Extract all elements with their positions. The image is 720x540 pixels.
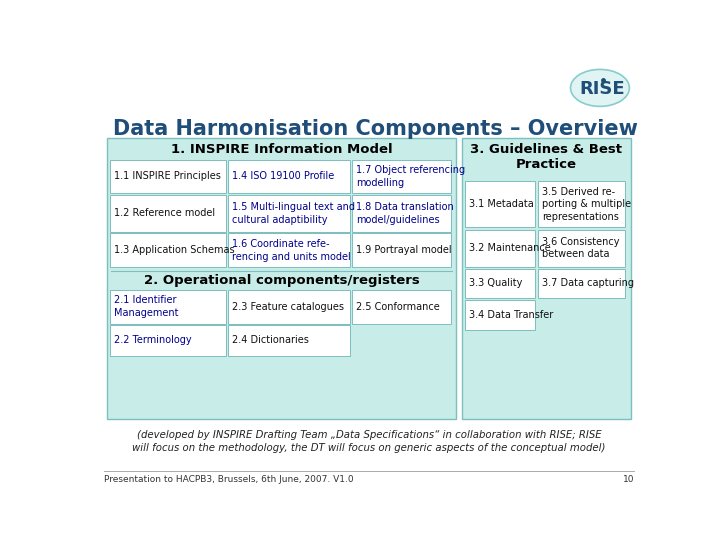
Bar [110, 289, 226, 323]
Text: (developed by INSPIRE Drafting Team „Data Specifications“ in collaboration with : (developed by INSPIRE Drafting Team „Dat… [132, 430, 606, 453]
Bar [465, 269, 535, 298]
Bar [465, 300, 535, 330]
Text: 2.5 Conformance: 2.5 Conformance [356, 301, 440, 312]
Text: 1.5 Multi-lingual text and
cultural adaptibility: 1.5 Multi-lingual text and cultural adap… [232, 202, 355, 225]
Bar [538, 230, 625, 267]
Bar [110, 159, 226, 193]
Text: 1.4 ISO 19100 Profile: 1.4 ISO 19100 Profile [232, 172, 334, 181]
Bar [228, 325, 351, 356]
Bar [352, 195, 451, 232]
Text: 1.1 INSPIRE Principles: 1.1 INSPIRE Principles [114, 172, 221, 181]
Text: 1.3 Application Schemas: 1.3 Application Schemas [114, 245, 235, 255]
Text: 1.6 Coordinate refe-
rencing and units model: 1.6 Coordinate refe- rencing and units m… [232, 239, 351, 261]
Bar [228, 289, 351, 323]
Text: 3.7 Data capturing: 3.7 Data capturing [542, 279, 634, 288]
Text: 3. Guidelines & Best
Practice: 3. Guidelines & Best Practice [470, 143, 623, 171]
Text: 1.2 Reference model: 1.2 Reference model [114, 208, 215, 218]
Bar [465, 181, 535, 227]
Bar [228, 233, 351, 267]
Bar [538, 181, 625, 227]
Text: 2. Operational components/registers: 2. Operational components/registers [143, 274, 419, 287]
Text: RISE: RISE [580, 80, 625, 98]
Text: 1.9 Portrayal model: 1.9 Portrayal model [356, 245, 451, 255]
Bar [107, 138, 456, 419]
Bar [462, 138, 631, 419]
Bar [352, 289, 451, 323]
Bar [110, 195, 226, 232]
Text: 2.3 Feature catalogues: 2.3 Feature catalogues [232, 301, 344, 312]
Text: 3.5 Derived re-
porting & multiple
representations: 3.5 Derived re- porting & multiple repre… [542, 187, 631, 221]
Text: 10: 10 [623, 475, 634, 484]
Text: Data Harmonisation Components – Overview: Data Harmonisation Components – Overview [113, 119, 638, 139]
Bar [110, 233, 226, 267]
Bar [352, 233, 451, 267]
Text: 3.6 Consistency
between data: 3.6 Consistency between data [542, 237, 619, 259]
Text: 3.3 Quality: 3.3 Quality [469, 279, 522, 288]
Text: 2.2 Terminology: 2.2 Terminology [114, 335, 192, 346]
Text: 1. INSPIRE Information Model: 1. INSPIRE Information Model [171, 143, 392, 157]
Bar [110, 325, 226, 356]
Bar [352, 159, 451, 193]
Text: Presentation to HACPB3, Brussels, 6th June, 2007. V1.0: Presentation to HACPB3, Brussels, 6th Ju… [104, 475, 354, 484]
Text: 1.8 Data translation
model/guidelines: 1.8 Data translation model/guidelines [356, 202, 454, 225]
Text: 3.1 Metadata: 3.1 Metadata [469, 199, 534, 209]
Bar [465, 230, 535, 267]
Text: 3.4 Data Transfer: 3.4 Data Transfer [469, 310, 553, 320]
Bar [228, 195, 351, 232]
Text: 3.2 Maintenance: 3.2 Maintenance [469, 243, 551, 253]
Text: 1.7 Object referencing
modelling: 1.7 Object referencing modelling [356, 165, 465, 188]
Text: 2.1 Identifier
Management: 2.1 Identifier Management [114, 295, 179, 318]
Bar [538, 269, 625, 298]
Text: 2.4 Dictionaries: 2.4 Dictionaries [232, 335, 309, 346]
Bar [228, 159, 351, 193]
Ellipse shape [570, 70, 629, 106]
